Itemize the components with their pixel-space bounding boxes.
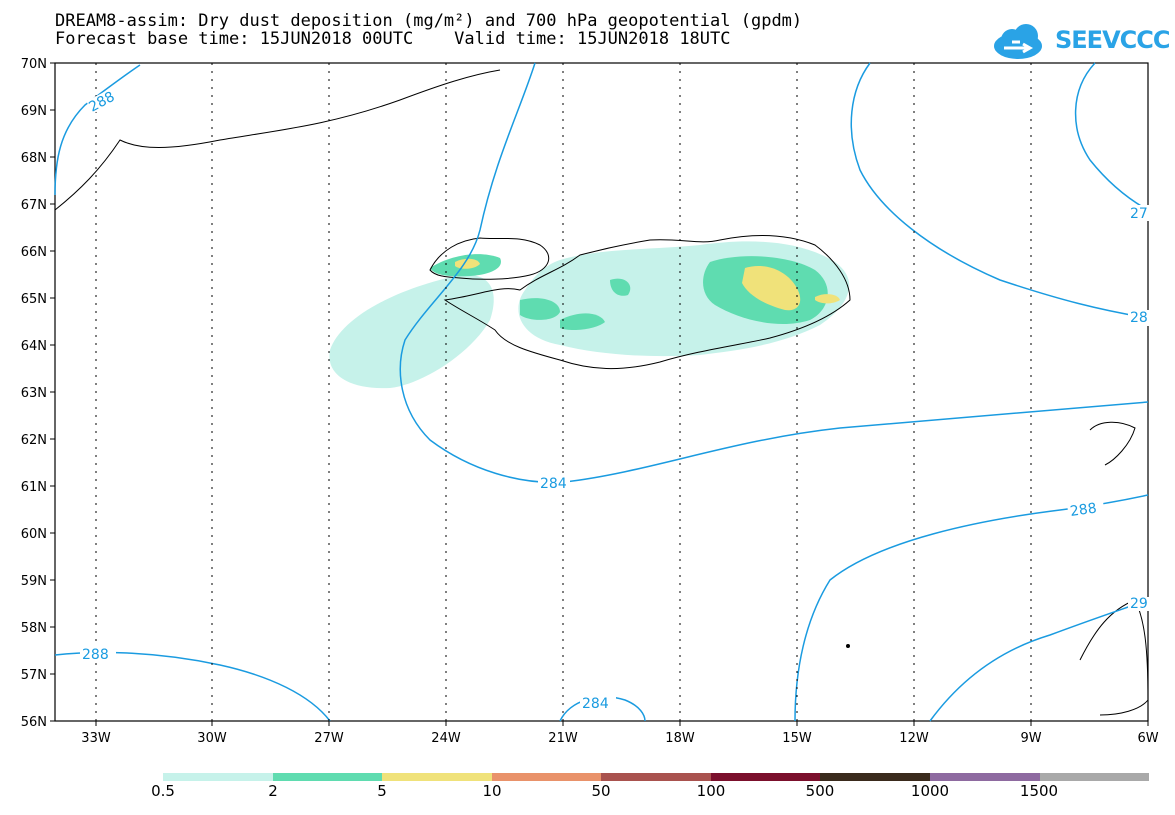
iceland-coast [443, 234, 851, 370]
lon-gridlines [95, 63, 1032, 721]
contour-27-e [1074, 62, 1149, 211]
legend-swatch [163, 773, 273, 781]
legend-label: 10 [482, 782, 502, 800]
coastlines [54, 69, 1149, 716]
lat-label: 63N [21, 386, 47, 401]
axis-ticks [50, 62, 1149, 726]
westfjords-coast [429, 237, 550, 280]
legend-label: 0.5 [151, 782, 175, 800]
dust-deposition-fill [329, 241, 850, 389]
contour-label-284-s: 284 [582, 696, 609, 712]
legend-swatch [710, 773, 821, 781]
lat-label: 61N [21, 480, 47, 495]
legend-label: 100 [696, 782, 726, 800]
contour-288-se [794, 494, 1149, 722]
lon-label: 9W [1020, 731, 1041, 746]
lon-label: 27W [314, 731, 344, 746]
lat-label: 66N [21, 245, 47, 260]
lat-label: 56N [21, 715, 47, 730]
contour-29-se [929, 599, 1149, 722]
lon-label: 15W [782, 731, 812, 746]
map-title: DREAM8-assim: Dry dust deposition (mg/m²… [55, 11, 803, 31]
legend-swatch [820, 773, 930, 781]
greenland-coast [54, 69, 501, 211]
lat-labels: 70N 69N 68N 67N 66N 65N 64N 63N 62N 61N … [21, 57, 47, 730]
logo-text: SEEVCCC [1055, 26, 1170, 54]
map-frame [54, 62, 1149, 722]
scotland-islands [1079, 599, 1149, 716]
lat-label: 62N [21, 433, 47, 448]
contour-284 [399, 62, 1149, 484]
lon-label: 24W [431, 731, 461, 746]
lon-label: 30W [197, 731, 227, 746]
legend-swatch [601, 773, 711, 781]
lat-label: 59N [21, 574, 47, 589]
lat-label: 70N [21, 57, 47, 72]
lon-label: 12W [899, 731, 929, 746]
lat-label: 67N [21, 198, 47, 213]
rockall [846, 644, 850, 648]
contour-label-27-e: 27 [1130, 206, 1148, 222]
lon-label: 18W [665, 731, 695, 746]
color-legend [163, 773, 1150, 781]
lon-labels: 33W 30W 27W 24W 21W 18W 15W 12W 9W 6W [81, 731, 1158, 746]
faroe-islands [1089, 421, 1136, 466]
lat-label: 68N [21, 151, 47, 166]
legend-swatch [1039, 773, 1150, 781]
lon-label: 6W [1137, 731, 1158, 746]
lon-label: 33W [81, 731, 111, 746]
contour-label-284: 284 [540, 476, 567, 492]
geopotential-contours [54, 62, 1149, 722]
contour-label-group: 288 27 28 284 288 29 288 284 [80, 88, 1150, 712]
contour-label-288-sw: 288 [82, 647, 109, 663]
lat-label: 58N [21, 621, 47, 636]
lat-label: 69N [21, 104, 47, 119]
lat-label: 57N [21, 668, 47, 683]
contour-label-28-e: 28 [1130, 310, 1148, 326]
legend-swatch [272, 773, 383, 781]
legend-swatch [929, 773, 1040, 781]
legend-label: 50 [591, 782, 611, 800]
contour-284-s [559, 696, 646, 722]
lat-label: 64N [21, 339, 47, 354]
legend-label: 1000 [910, 782, 950, 800]
legend-swatch [382, 773, 492, 781]
lon-label: 21W [548, 731, 578, 746]
contour-label-29-se: 29 [1130, 596, 1148, 612]
contour-28-e [850, 62, 1149, 319]
legend-label: 2 [268, 782, 278, 800]
cloud-logo-icon [994, 24, 1042, 59]
lat-label: 65N [21, 292, 47, 307]
map-subtitle: Forecast base time: 15JUN2018 00UTC Vali… [55, 29, 731, 49]
legend-label: 1500 [1019, 782, 1059, 800]
legend-label: 500 [805, 782, 835, 800]
contour-label-288-se: 288 [1069, 500, 1098, 520]
legend-label: 5 [377, 782, 387, 800]
lat-label: 60N [21, 527, 47, 542]
contour-288-nw [54, 64, 141, 196]
legend-swatch [491, 773, 602, 781]
